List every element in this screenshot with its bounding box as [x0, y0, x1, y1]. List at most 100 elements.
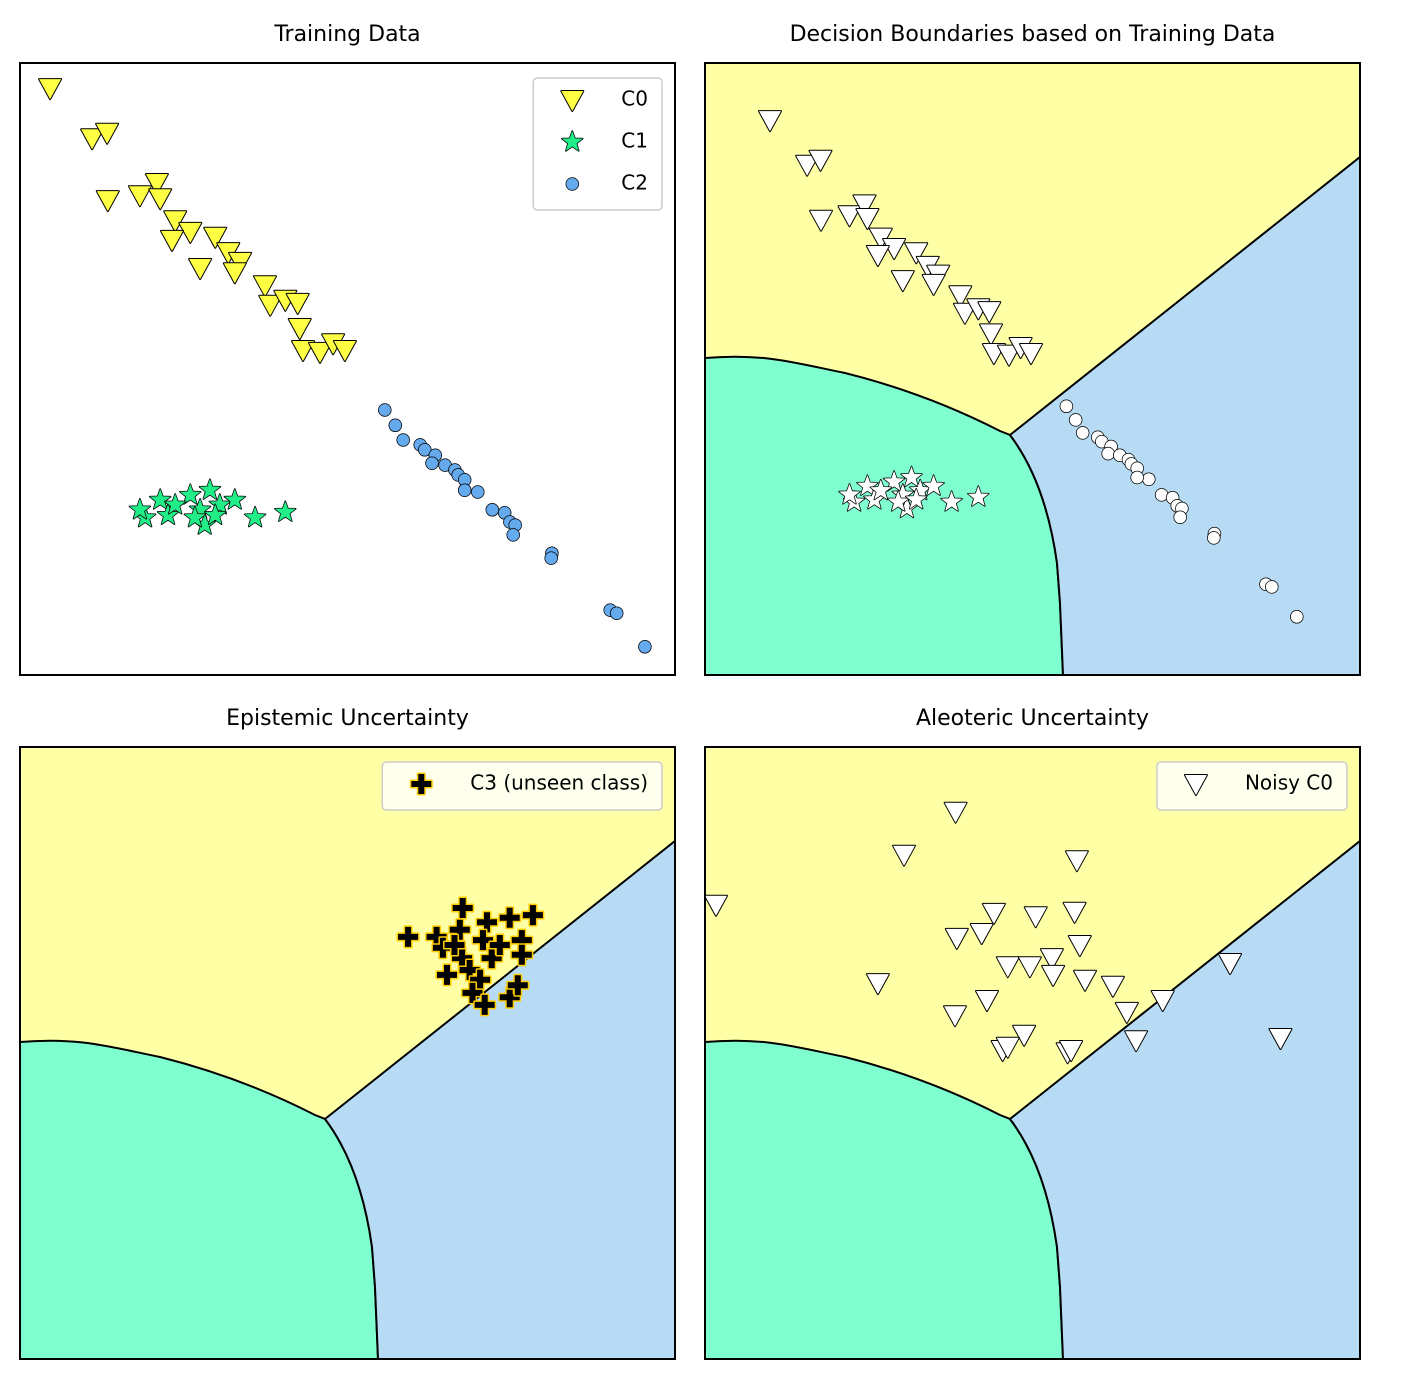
- point: [997, 344, 1021, 367]
- legend: C0 C1 C2: [532, 77, 663, 211]
- decision-regions: [19, 746, 676, 1360]
- point: [995, 1036, 1020, 1059]
- point: [837, 205, 862, 228]
- legend-label: C2: [621, 171, 648, 195]
- point: [882, 238, 907, 260]
- point: [95, 122, 120, 145]
- point: [156, 503, 180, 525]
- point: [163, 493, 187, 515]
- points: [38, 78, 652, 654]
- panel: Noisy C0: [704, 746, 1361, 1360]
- point: [758, 110, 782, 133]
- axes-frame: [704, 62, 1361, 676]
- point: [544, 551, 558, 565]
- point: [388, 418, 403, 433]
- point: [253, 275, 277, 298]
- point: [886, 490, 910, 512]
- point: [285, 292, 310, 315]
- points: [758, 110, 1304, 624]
- point: [1068, 413, 1083, 427]
- point: [506, 973, 530, 997]
- legend-marker: [409, 772, 433, 796]
- legend-box: [532, 77, 663, 211]
- legend-label: C1: [621, 129, 648, 153]
- legend-marker: [565, 177, 580, 191]
- point: [198, 478, 222, 500]
- points: [705, 801, 1293, 1065]
- point: [188, 258, 213, 280]
- point: [243, 505, 267, 528]
- point: [1017, 956, 1042, 979]
- legend: C3 (unseen class): [381, 761, 663, 811]
- point: [969, 923, 994, 945]
- point: [179, 483, 202, 505]
- point: [475, 910, 499, 934]
- chart-title: Epistemic Uncertainty: [226, 706, 469, 731]
- point: [498, 985, 522, 1009]
- point: [1114, 1001, 1139, 1024]
- point: [852, 194, 877, 217]
- point: [1130, 470, 1144, 485]
- point: [1142, 472, 1156, 486]
- point: [448, 918, 472, 942]
- point: [943, 801, 968, 824]
- point: [705, 894, 728, 917]
- point: [1073, 969, 1097, 992]
- point: [904, 242, 929, 265]
- point: [977, 301, 1002, 324]
- point: [892, 844, 916, 867]
- point: [1012, 1024, 1037, 1047]
- point: [975, 990, 999, 1012]
- point: [95, 190, 120, 213]
- legend: Noisy C0: [1156, 761, 1348, 811]
- chart-title: Decision Boundaries based on Training Da…: [790, 22, 1276, 47]
- point: [1101, 446, 1115, 461]
- point: [443, 933, 466, 957]
- point: [1059, 1040, 1084, 1062]
- point: [222, 262, 247, 285]
- point: [940, 490, 963, 512]
- point: [148, 488, 172, 510]
- point: [473, 993, 497, 1017]
- point: [1067, 935, 1092, 957]
- point: [1100, 975, 1125, 998]
- point: [856, 474, 879, 496]
- point: [485, 503, 500, 517]
- point: [944, 927, 969, 950]
- point: [1150, 990, 1175, 1012]
- point: [163, 210, 188, 233]
- point: [144, 173, 169, 195]
- point: [80, 128, 105, 151]
- point: [208, 493, 232, 515]
- legend-label: C3 (unseen class): [470, 771, 648, 795]
- panel: [704, 62, 1361, 676]
- point: [882, 470, 906, 492]
- point: [995, 956, 1020, 979]
- point: [128, 498, 152, 520]
- point: [498, 906, 522, 930]
- point: [1041, 964, 1066, 987]
- point: [183, 505, 207, 528]
- point: [332, 340, 357, 362]
- point: [1124, 1030, 1149, 1053]
- point: [904, 488, 928, 510]
- point: [521, 903, 545, 927]
- point: [1154, 488, 1169, 502]
- point: [1023, 906, 1048, 929]
- point: [471, 485, 485, 499]
- point: [178, 221, 203, 244]
- point: [488, 933, 512, 957]
- point: [865, 973, 890, 996]
- point: [838, 483, 861, 505]
- legend-marker: [560, 90, 585, 112]
- point: [1218, 953, 1242, 975]
- point: [638, 640, 652, 654]
- point: [378, 403, 392, 417]
- point: [451, 896, 475, 920]
- point: [1173, 510, 1187, 524]
- point: [223, 488, 247, 510]
- point: [1062, 901, 1087, 924]
- point: [900, 465, 923, 488]
- point: [1265, 580, 1279, 594]
